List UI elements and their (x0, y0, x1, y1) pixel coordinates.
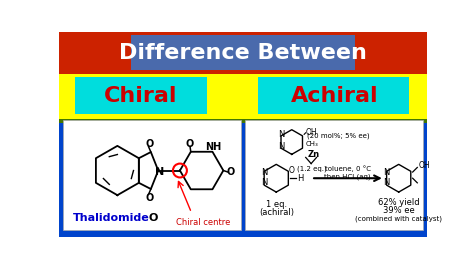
Text: 1 eq.: 1 eq. (266, 200, 287, 209)
Text: N: N (261, 168, 267, 177)
Text: Achiral: Achiral (291, 86, 378, 106)
Text: Chiral centre: Chiral centre (176, 218, 230, 227)
Bar (75, 77, 207, 114)
Text: N: N (383, 178, 390, 186)
Text: Chiral: Chiral (104, 86, 177, 106)
Text: O: O (145, 193, 154, 203)
Text: Thalidomide: Thalidomide (73, 213, 150, 223)
FancyBboxPatch shape (131, 35, 355, 70)
Text: Zn: Zn (307, 150, 319, 159)
Text: O: O (289, 166, 295, 175)
Text: H: H (297, 174, 303, 184)
Text: N: N (278, 142, 284, 151)
Text: O: O (227, 167, 235, 177)
Text: N: N (261, 178, 267, 186)
Polygon shape (59, 74, 427, 123)
Bar (245, 120, 423, 230)
Text: (1.2 eq.): (1.2 eq.) (297, 165, 327, 172)
Text: OH: OH (419, 161, 430, 171)
Text: 39% ee: 39% ee (383, 206, 415, 215)
Text: toluene, 0 °C: toluene, 0 °C (325, 166, 371, 172)
Bar (63, 120, 241, 230)
Text: N: N (383, 168, 390, 177)
Text: NH: NH (205, 142, 221, 152)
Text: 62% yield: 62% yield (378, 198, 419, 207)
Text: (achiral): (achiral) (259, 207, 294, 217)
Text: (combined with catalyst): (combined with catalyst) (355, 216, 442, 222)
Bar (59, 74, 243, 119)
Text: OH: OH (306, 128, 317, 137)
Bar (243, 74, 427, 119)
Polygon shape (59, 32, 427, 74)
Text: N: N (278, 130, 284, 139)
Text: Difference Between: Difference Between (119, 43, 367, 64)
Text: CH₃: CH₃ (306, 140, 319, 147)
Bar (258, 77, 409, 114)
Text: O: O (185, 139, 193, 149)
Text: N: N (155, 167, 164, 177)
Text: then HCl (aq): then HCl (aq) (324, 173, 371, 180)
Text: O: O (148, 213, 158, 223)
Text: (20 mol%; 5% ee): (20 mol%; 5% ee) (307, 133, 370, 139)
Polygon shape (59, 123, 427, 237)
Text: O: O (145, 139, 154, 149)
